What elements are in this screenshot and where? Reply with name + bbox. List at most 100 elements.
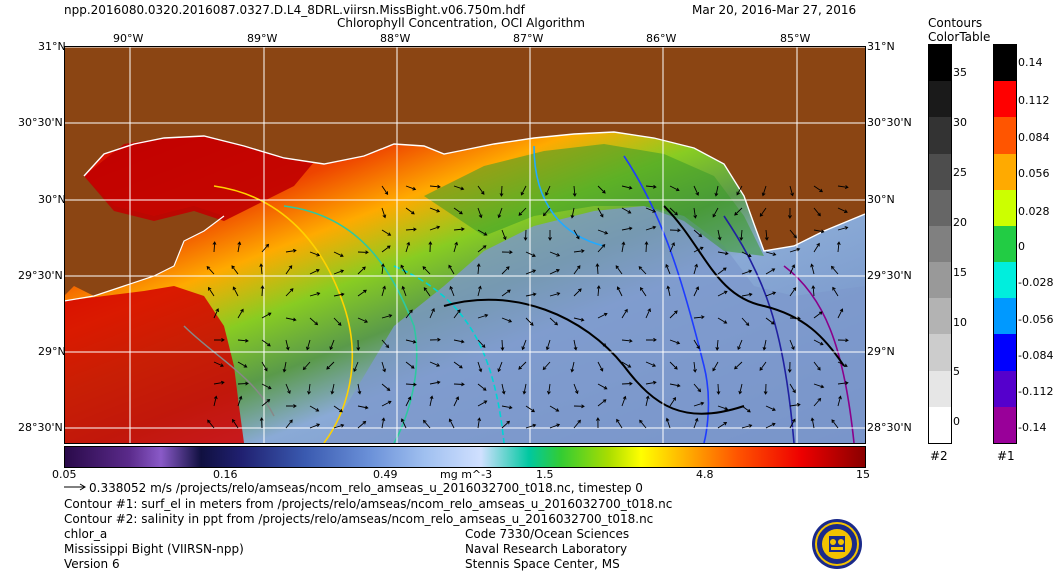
current-arrow [716, 383, 721, 395]
lat-label-left: 30°N [38, 193, 66, 206]
contours-tick: 30 [953, 116, 967, 129]
colortable-tick: 0 [1018, 240, 1025, 253]
current-arrow [810, 417, 815, 429]
current-arrow [837, 308, 844, 319]
current-arrow [645, 395, 650, 407]
legend-swatch [994, 406, 1016, 443]
current-arrow [237, 361, 248, 368]
current-arrow [213, 361, 224, 367]
current-arrow [621, 185, 633, 190]
current-arrow [237, 241, 242, 253]
current-arrow [693, 263, 699, 275]
current-arrow [573, 404, 585, 409]
contour-gray [183, 325, 275, 417]
current-arrow [499, 185, 504, 197]
current-arrow [693, 383, 702, 393]
current-arrow [357, 383, 362, 395]
current-arrow [741, 251, 752, 258]
current-arrow [645, 337, 657, 342]
current-arrow [259, 417, 264, 429]
current-arrow [497, 361, 503, 373]
colorbar-unit: mg m^-3 [440, 468, 493, 481]
delta-coastline [64, 215, 225, 302]
current-arrow [573, 339, 578, 351]
colortable-tick: 0.084 [1018, 131, 1050, 144]
legend-swatch [929, 406, 951, 443]
current-arrow [285, 383, 291, 394]
legend-swatch [994, 262, 1016, 299]
current-arrow [261, 399, 271, 407]
current-arrow [789, 229, 797, 239]
current-arrow [645, 361, 657, 367]
current-arrow [501, 317, 513, 323]
current-arrow [739, 229, 744, 241]
current-arrow [737, 339, 743, 350]
current-arrow [596, 285, 601, 297]
colortable-tick: -0.056 [1018, 313, 1054, 326]
current-arrow [813, 361, 821, 371]
colortable-tick: 0.112 [1018, 94, 1050, 107]
lat-label-right: 31°N [867, 40, 895, 53]
current-arrow [741, 317, 750, 327]
current-arrow [429, 361, 440, 367]
colorbar-tick: 0.49 [373, 468, 398, 481]
contours-title: Contours [928, 16, 983, 30]
current-arrow [428, 241, 433, 253]
colortable-tick: -0.112 [1018, 385, 1054, 398]
current-arrow [401, 285, 407, 297]
current-arrow [736, 185, 743, 196]
current-arrow [597, 185, 606, 194]
current-arrow [545, 185, 551, 196]
current-arrow [573, 249, 585, 253]
colortable-tick: -0.14 [1018, 421, 1047, 434]
current-arrow [381, 361, 387, 373]
current-arrow [520, 185, 527, 196]
contour2-label: Contour #2: salinity in ppt from /projec… [64, 512, 654, 526]
current-arrow [573, 419, 581, 429]
current-arrow [666, 285, 671, 297]
legend-swatch [994, 189, 1016, 226]
current-arrow [573, 288, 582, 297]
legend-swatch [994, 117, 1016, 154]
current-arrow [333, 269, 345, 275]
river-plume [64, 286, 244, 443]
current-arrow [595, 263, 600, 275]
colorbar-tick: 0.05 [52, 468, 77, 481]
current-arrow [518, 361, 527, 370]
current-arrow [741, 292, 753, 297]
current-arrow [309, 268, 320, 275]
current-arrow [762, 339, 767, 351]
current-arrow [213, 338, 225, 342]
lon-label: 85°W [780, 32, 811, 45]
colorbar-tick: 0.16 [213, 468, 238, 481]
legend-swatch [929, 45, 951, 82]
current-arrow [477, 383, 487, 391]
current-arrow [501, 405, 513, 410]
current-arrow [542, 361, 551, 371]
lon-label: 86°W [646, 32, 677, 45]
current-arrow [501, 289, 511, 297]
current-arrow [813, 383, 825, 389]
current-arrow [573, 229, 580, 240]
vector-scale-label: 0.338052 m/s /projects/relo/amseas/ncom_… [89, 481, 643, 495]
current-arrow [759, 207, 767, 217]
current-arrow [712, 361, 719, 372]
current-arrow [212, 241, 217, 253]
current-arrow [693, 401, 705, 407]
current-arrow [453, 241, 459, 253]
current-arrow [837, 226, 849, 231]
current-arrow [453, 382, 465, 387]
current-arrow [669, 339, 681, 345]
current-arrow [453, 309, 461, 319]
current-arrow [765, 291, 777, 297]
current-arrow [423, 287, 431, 297]
current-arrow [261, 361, 268, 372]
current-arrow [237, 395, 243, 407]
current-arrow [813, 185, 824, 193]
current-arrow [621, 361, 632, 368]
vector-scale-arrow [64, 483, 86, 491]
current-arrow [521, 339, 527, 351]
current-arrow [231, 418, 239, 429]
legend-swatch [929, 81, 951, 118]
current-arrow [789, 316, 801, 321]
